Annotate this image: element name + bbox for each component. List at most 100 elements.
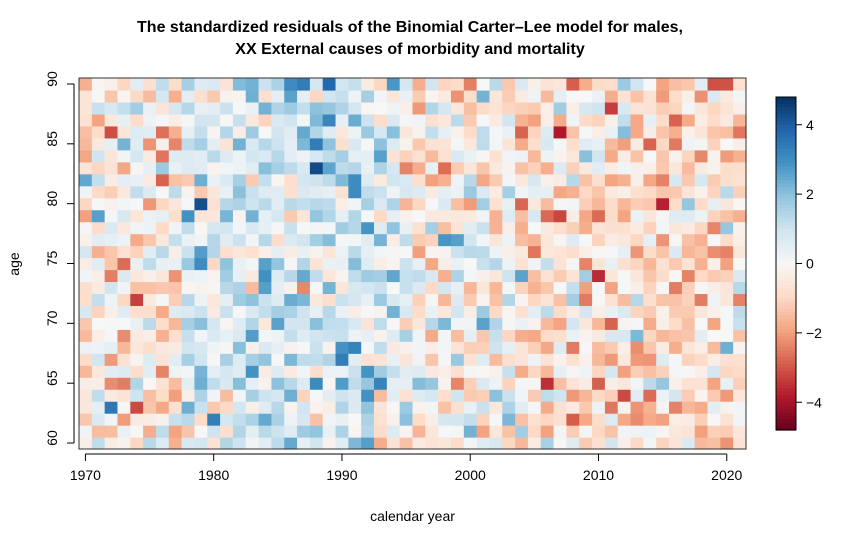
heatmap-cell — [309, 185, 324, 199]
heatmap-cell — [540, 377, 555, 390]
heatmap-cell — [669, 257, 683, 271]
heatmap-cell — [220, 377, 234, 390]
heatmap-cell — [579, 377, 593, 390]
colorbar-swatch — [776, 391, 796, 396]
heatmap-cell — [194, 221, 208, 235]
heatmap-cell — [450, 209, 465, 223]
heatmap-cell — [91, 293, 106, 306]
heatmap-cell — [374, 425, 388, 438]
heatmap-cell — [707, 353, 721, 366]
heatmap-cell — [527, 101, 542, 115]
heatmap-cell — [489, 209, 503, 223]
heatmap-cell — [681, 233, 696, 247]
heatmap-cell — [425, 78, 439, 91]
heatmap-cell — [207, 365, 221, 378]
colorbar-swatch — [776, 280, 796, 285]
heatmap-cell — [720, 173, 734, 187]
heatmap-cell — [322, 125, 337, 139]
heatmap-cell — [232, 245, 247, 259]
heatmap-cell — [361, 305, 375, 318]
heatmap-cell — [220, 329, 234, 342]
heatmap-cell — [617, 209, 632, 223]
heatmap-cell — [643, 78, 657, 91]
heatmap-cell — [194, 317, 208, 330]
heatmap-cell — [617, 101, 632, 115]
heatmap-cell — [566, 233, 580, 247]
heatmap-cell — [309, 437, 324, 450]
heatmap-cell — [463, 245, 478, 259]
heatmap-cell — [258, 257, 273, 271]
heatmap-cell — [527, 305, 542, 318]
heatmap-cell — [232, 161, 247, 175]
heatmap-cell — [694, 281, 709, 295]
heatmap-cell — [220, 281, 234, 295]
heatmap-cell — [194, 425, 208, 438]
heatmap-cell — [476, 257, 491, 271]
heatmap-cell — [245, 137, 260, 151]
heatmap-cell — [335, 365, 349, 378]
heatmap-cell — [656, 353, 670, 366]
heatmap-cell — [502, 281, 516, 295]
colorbar-swatch — [776, 117, 796, 122]
heatmap-cell — [476, 281, 491, 295]
heatmap-cell — [425, 233, 439, 247]
heatmap-cell — [322, 78, 337, 91]
heatmap-cell — [207, 293, 221, 306]
heatmap-cell — [592, 137, 606, 151]
colorbar-swatch — [776, 298, 796, 303]
heatmap-cell — [617, 78, 632, 91]
heatmap-cell — [245, 161, 260, 175]
heatmap-cell — [630, 137, 644, 151]
heatmap-cell — [604, 125, 619, 139]
heatmap-cell — [348, 281, 362, 295]
heatmap-cell — [592, 269, 606, 283]
heatmap-cell — [374, 197, 388, 211]
heatmap-cell — [630, 425, 644, 438]
heatmap-cell — [515, 437, 529, 450]
heatmap-cell — [643, 125, 657, 139]
heatmap-cell — [130, 365, 144, 378]
heatmap-cell — [284, 281, 298, 295]
heatmap-cell — [502, 377, 516, 390]
heatmap-cell — [297, 197, 311, 211]
colorbar-swatch — [776, 426, 796, 431]
heatmap-cell — [681, 377, 696, 390]
heatmap-cell — [733, 89, 747, 103]
heatmap-cell — [91, 209, 106, 223]
heatmap-cell — [579, 413, 593, 426]
heatmap-cell — [694, 437, 709, 450]
heatmap-cell — [566, 149, 580, 163]
colorbar-swatch — [776, 183, 796, 188]
heatmap-cell — [374, 233, 388, 247]
heatmap-cell — [168, 149, 183, 163]
heatmap-cell — [604, 269, 619, 283]
heatmap-cell — [271, 149, 285, 163]
heatmap-cell — [502, 329, 516, 342]
heatmap-cell — [348, 185, 362, 199]
heatmap-cell — [220, 245, 234, 259]
heatmap-cell — [694, 125, 709, 139]
heatmap-cell — [476, 173, 491, 187]
heatmap-cell — [438, 221, 452, 235]
heatmap-cell — [707, 197, 721, 211]
heatmap-cell — [463, 365, 478, 378]
heatmap-cell — [284, 269, 298, 283]
heatmap-cell — [463, 125, 478, 139]
heatmap-cell — [515, 377, 529, 390]
heatmap-cell — [681, 413, 696, 426]
heatmap-cell — [181, 101, 196, 115]
heatmap-cell — [271, 353, 285, 366]
colorbar-swatch — [776, 211, 796, 216]
heatmap-cell — [220, 113, 234, 127]
heatmap-cell — [463, 401, 478, 414]
heatmap-cell — [720, 89, 734, 103]
heatmap-cell — [399, 305, 414, 318]
heatmap-cell — [489, 317, 503, 330]
heatmap-cell — [630, 89, 644, 103]
heatmap-cell — [284, 78, 298, 91]
heatmap-cell — [207, 173, 221, 187]
heatmap-cell — [681, 113, 696, 127]
heatmap-cell — [592, 401, 606, 414]
heatmap-cell — [720, 389, 734, 402]
heatmap-cell — [643, 233, 657, 247]
